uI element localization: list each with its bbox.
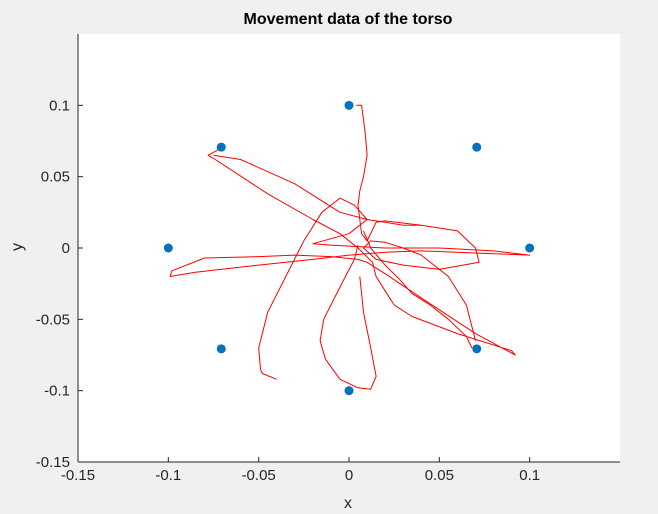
x-tick-label: -0.15 [61,467,95,484]
x-axis-label: x [344,495,352,512]
x-ticks: -0.15 -0.1 -0.05 0 0.05 0.1 [61,457,540,484]
y-tick-label: -0.05 [36,311,70,328]
x-tick-label: 0 [345,467,353,484]
y-tick-label: -0.1 [44,383,70,400]
y-tick-label: -0.15 [36,454,70,471]
trajectory-line [356,104,422,242]
x-tick-label: 0.1 [519,467,540,484]
trajectory-line [363,230,473,349]
y-tick-label: 0.1 [49,97,70,114]
target-point [344,100,354,110]
trajectory-line [213,154,480,341]
target-point [163,243,173,253]
target-points [163,100,535,396]
x-tick-label: -0.05 [242,467,276,484]
trajectory-lines [169,104,531,390]
y-tick-label: 0.05 [41,169,70,186]
target-point [216,142,226,152]
x-tick-label: -0.1 [155,467,181,484]
target-point [525,243,535,253]
target-point [472,142,482,152]
y-tick-label: 0 [62,240,70,257]
target-point [472,344,482,354]
trajectory-line [319,244,377,390]
y-ticks: -0.15 -0.1 -0.05 0 0.05 0.1 [36,97,83,471]
y-axis-label: y [9,243,26,251]
target-point [216,344,226,354]
plot-area [78,34,620,462]
chart-title: Movement data of the torso [244,11,453,28]
x-tick-label: 0.05 [425,467,454,484]
trajectory-line [169,147,531,380]
target-point [344,386,354,396]
